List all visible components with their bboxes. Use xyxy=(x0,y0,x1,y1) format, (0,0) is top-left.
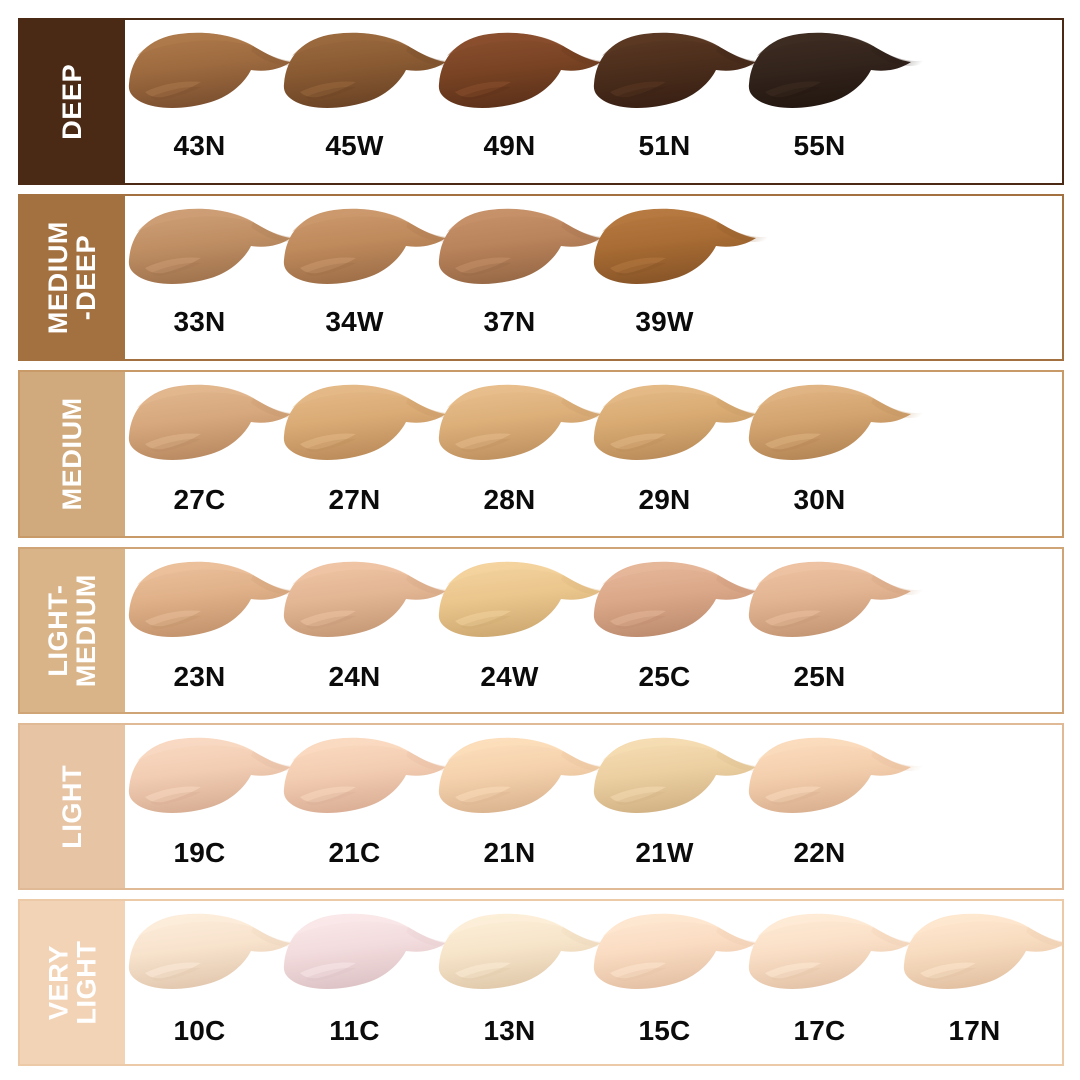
shade-code-label: 33N xyxy=(173,306,226,338)
shade-cell[interactable]: 17C xyxy=(747,901,932,1064)
depth-band-medium: MEDIUM xyxy=(20,372,125,536)
shade-code-label: 24W xyxy=(480,660,539,692)
foundation-swatch-blob xyxy=(902,907,1062,1015)
shade-code-label: 45W xyxy=(325,130,384,161)
shade-cell[interactable]: 43N xyxy=(127,20,312,183)
shade-cell[interactable]: 22N xyxy=(747,725,932,888)
shade-cell[interactable]: 33N xyxy=(127,196,312,359)
shade-cell[interactable]: 21W xyxy=(592,725,777,888)
foundation-swatch-blob xyxy=(747,731,933,839)
shade-cell[interactable]: 23N xyxy=(127,549,312,712)
shade-cell[interactable]: 27C xyxy=(127,372,312,535)
shade-cell[interactable]: 24W xyxy=(437,549,622,712)
swatch-area: 10C 11C xyxy=(125,901,1062,1064)
shade-code-label: 15C xyxy=(638,1014,691,1046)
shade-cell[interactable]: 25C xyxy=(592,549,777,712)
shade-code-label: 37N xyxy=(483,306,536,338)
depth-label: LIGHT xyxy=(56,764,87,849)
shade-cell[interactable]: 27N xyxy=(282,372,467,535)
swatch-area: 27C 27N xyxy=(125,372,1062,535)
shade-row-deep: DEEP 43N xyxy=(18,18,1064,186)
shade-code-label: 39W xyxy=(635,306,694,338)
depth-band-light: LIGHT xyxy=(20,724,125,888)
foundation-swatch-blob xyxy=(747,555,933,663)
shade-code-label: 43N xyxy=(173,130,226,161)
shade-code-label: 28N xyxy=(483,484,536,516)
shade-row-light-medium: LIGHT- MEDIUM 23N xyxy=(18,546,1064,714)
shade-code-label: 27N xyxy=(328,484,381,516)
foundation-swatch-blob xyxy=(747,26,933,134)
shade-code-label: 13N xyxy=(483,1014,536,1046)
shade-code-label: 30N xyxy=(793,484,846,516)
shade-row-light: LIGHT 19C xyxy=(18,722,1064,890)
depth-label: VERY LIGHT xyxy=(42,940,101,1025)
shade-cell[interactable]: 21C xyxy=(282,725,467,888)
shade-cell[interactable]: 51N xyxy=(592,20,777,183)
shade-cell[interactable]: 24N xyxy=(282,549,467,712)
swatch-area: 23N 24N xyxy=(125,549,1062,712)
depth-band-very-light: VERY LIGHT xyxy=(20,900,125,1065)
shade-code-label: 21N xyxy=(483,836,536,868)
shade-cell[interactable]: 10C xyxy=(127,901,312,1064)
shade-cell[interactable]: 25N xyxy=(747,549,932,712)
shade-cell[interactable]: 55N xyxy=(747,20,932,183)
shade-cell[interactable]: 34W xyxy=(282,196,467,359)
shade-code-label: 10C xyxy=(173,1014,226,1046)
shade-code-label: 51N xyxy=(638,130,691,161)
swatch-area: 19C 21C xyxy=(125,725,1062,888)
shade-cell[interactable]: 29N xyxy=(592,372,777,535)
shade-cell[interactable]: 15C xyxy=(592,901,777,1064)
shade-cell[interactable]: 49N xyxy=(437,20,622,183)
depth-label: MEDIUM -DEEP xyxy=(42,221,101,335)
swatch-area: 33N 34W xyxy=(125,196,1062,359)
depth-band-deep: DEEP xyxy=(20,20,125,184)
depth-label: LIGHT- MEDIUM xyxy=(42,573,101,687)
shade-code-label: 27C xyxy=(173,484,226,516)
shade-cell[interactable]: 45W xyxy=(282,20,467,183)
shade-cell[interactable]: 28N xyxy=(437,372,622,535)
foundation-swatch-blob xyxy=(747,378,933,486)
shade-row-medium-deep: MEDIUM -DEEP 33N xyxy=(18,194,1064,362)
shade-code-label: 24N xyxy=(328,660,381,692)
shade-cell[interactable]: 13N xyxy=(437,901,622,1064)
depth-label: MEDIUM xyxy=(56,397,87,511)
depth-band-light-medium: LIGHT- MEDIUM xyxy=(20,548,125,712)
swatch-area: 43N 45W xyxy=(125,20,1062,183)
shade-row-very-light: VERY LIGHT 10C xyxy=(18,898,1064,1067)
shade-code-label: 21C xyxy=(328,836,381,868)
shade-code-label: 25C xyxy=(638,660,691,692)
shade-code-label: 22N xyxy=(793,836,846,868)
shade-cell[interactable]: 30N xyxy=(747,372,932,535)
shade-cell[interactable]: 37N xyxy=(437,196,622,359)
shade-code-label: 11C xyxy=(329,1014,380,1046)
shade-row-medium: MEDIUM 27C xyxy=(18,370,1064,538)
shade-cell[interactable]: 11C xyxy=(282,901,467,1064)
shade-code-label: 29N xyxy=(638,484,691,516)
shade-cell[interactable]: 39W xyxy=(592,196,777,359)
shade-code-label: 17C xyxy=(793,1014,846,1046)
depth-label: DEEP xyxy=(56,63,87,140)
shade-code-label: 49N xyxy=(483,130,536,161)
foundation-swatch-blob xyxy=(592,202,778,310)
shade-code-label: 19C xyxy=(173,836,226,868)
shade-code-label: 34W xyxy=(325,306,384,338)
shade-code-label: 23N xyxy=(173,660,226,692)
shade-cell[interactable]: 19C xyxy=(127,725,312,888)
shade-cell[interactable]: 17N xyxy=(902,901,1062,1064)
depth-band-medium-deep: MEDIUM -DEEP xyxy=(20,196,125,360)
shade-code-label: 25N xyxy=(793,660,846,692)
shade-code-label: 55N xyxy=(793,130,846,161)
shade-code-label: 17N xyxy=(948,1014,1001,1046)
shade-code-label: 21W xyxy=(635,836,694,868)
shade-cell[interactable]: 21N xyxy=(437,725,622,888)
